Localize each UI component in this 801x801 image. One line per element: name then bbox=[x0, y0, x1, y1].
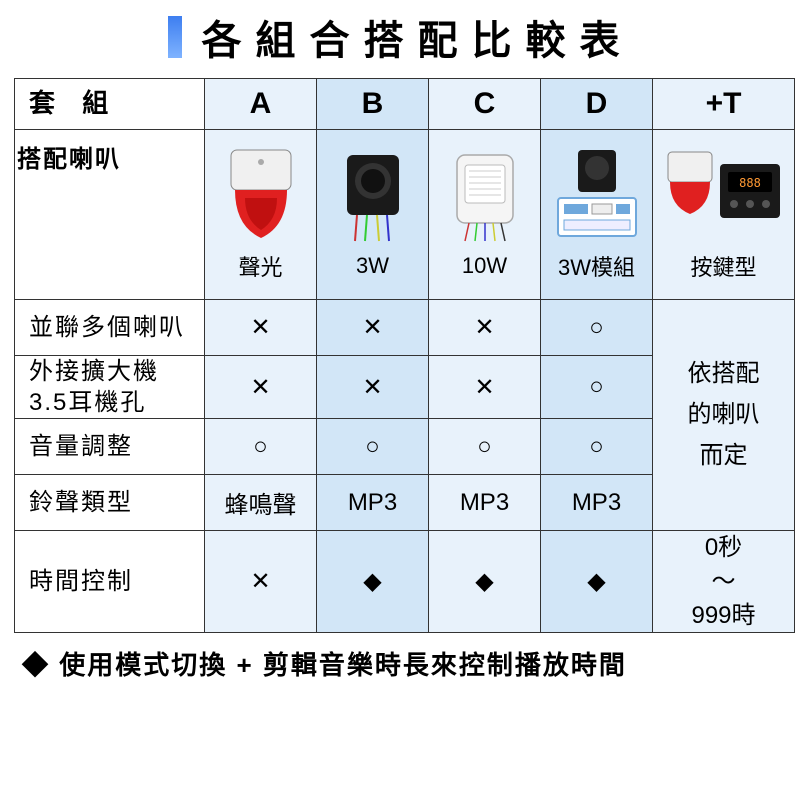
page-title: 各組合搭配比較表 bbox=[202, 8, 634, 66]
svg-text:888: 888 bbox=[739, 176, 761, 190]
lbl-speaker: 搭配喇叭 bbox=[15, 130, 205, 300]
cell-d-img: 3W模組 bbox=[541, 130, 653, 300]
cell-time-a: ✕ bbox=[205, 531, 317, 633]
cell-parallel-a: ✕ bbox=[205, 300, 317, 356]
lbl-amp: 外接擴大機 3.5耳機孔 bbox=[15, 356, 205, 419]
cell-time-d: ◆ bbox=[541, 531, 653, 633]
siren-icon bbox=[225, 148, 297, 240]
row-speaker: 搭配喇叭 聲光 bbox=[15, 130, 795, 300]
time-t-text: 0秒 〜 999時 bbox=[691, 534, 755, 628]
hdr-b: B bbox=[317, 79, 429, 130]
title-accent bbox=[168, 16, 182, 58]
cell-amp-c: ✕ bbox=[429, 356, 541, 419]
cell-ring-b: MP3 bbox=[317, 475, 429, 531]
row-parallel: 並聯多個喇叭 ✕ ✕ ✕ ○ 依搭配 的喇叭 而定 bbox=[15, 300, 795, 356]
hdr-t: +T bbox=[653, 79, 795, 130]
lbl-b-dev: 3W bbox=[356, 253, 389, 279]
cell-volume-b: ○ bbox=[317, 419, 429, 475]
lbl-parallel: 並聯多個喇叭 bbox=[15, 300, 205, 356]
timer-combo-icon: 888 bbox=[664, 148, 784, 240]
lbl-ring: 鈴聲類型 bbox=[15, 475, 205, 531]
hdr-set: 套 組 bbox=[15, 79, 205, 130]
cell-c-img: 10W bbox=[429, 130, 541, 300]
speaker-3w-icon bbox=[337, 151, 409, 243]
hdr-c: C bbox=[429, 79, 541, 130]
cell-ring-d: MP3 bbox=[541, 475, 653, 531]
cell-parallel-c: ✕ bbox=[429, 300, 541, 356]
cell-t-img: 888 按鍵型 bbox=[653, 130, 795, 300]
speaker-10w-icon bbox=[449, 151, 521, 243]
cell-amp-b: ✕ bbox=[317, 356, 429, 419]
lbl-volume: 音量調整 bbox=[15, 419, 205, 475]
title-bar: 各組合搭配比較表 bbox=[14, 8, 787, 66]
lbl-t-dev: 按鍵型 bbox=[690, 250, 756, 282]
cell-volume-a: ○ bbox=[205, 419, 317, 475]
cell-amp-d: ○ bbox=[541, 356, 653, 419]
cell-ring-c: MP3 bbox=[429, 475, 541, 531]
cell-time-b: ◆ bbox=[317, 531, 429, 633]
hdr-a: A bbox=[205, 79, 317, 130]
row-time: 時間控制 ✕ ◆ ◆ ◆ 0秒 〜 999時 bbox=[15, 531, 795, 633]
cell-merged-t: 依搭配 的喇叭 而定 bbox=[653, 300, 795, 531]
cell-b-img: 3W bbox=[317, 130, 429, 300]
lbl-d-dev: 3W模組 bbox=[558, 250, 635, 282]
lbl-c-dev: 10W bbox=[462, 253, 507, 279]
cell-time-c: ◆ bbox=[429, 531, 541, 633]
cell-time-t: 0秒 〜 999時 bbox=[653, 531, 795, 633]
cell-ring-a: 蜂鳴聲 bbox=[205, 475, 317, 531]
lbl-time: 時間控制 bbox=[15, 531, 205, 633]
cell-amp-a: ✕ bbox=[205, 356, 317, 419]
footer-note: ◆ 使用模式切換 + 剪輯音樂時長來控制播放時間 bbox=[14, 645, 787, 682]
header-row: 套 組 A B C D +T bbox=[15, 79, 795, 130]
speaker-module-icon bbox=[552, 148, 642, 240]
cell-parallel-b: ✕ bbox=[317, 300, 429, 356]
hdr-d: D bbox=[541, 79, 653, 130]
merged-t-text: 依搭配 的喇叭 而定 bbox=[688, 360, 760, 469]
cell-a-img: 聲光 bbox=[205, 130, 317, 300]
cell-parallel-d: ○ bbox=[541, 300, 653, 356]
lbl-a-dev: 聲光 bbox=[238, 250, 282, 282]
cell-volume-c: ○ bbox=[429, 419, 541, 475]
cell-volume-d: ○ bbox=[541, 419, 653, 475]
comparison-table: 套 組 A B C D +T 搭配喇叭 聲光 bbox=[14, 78, 795, 633]
